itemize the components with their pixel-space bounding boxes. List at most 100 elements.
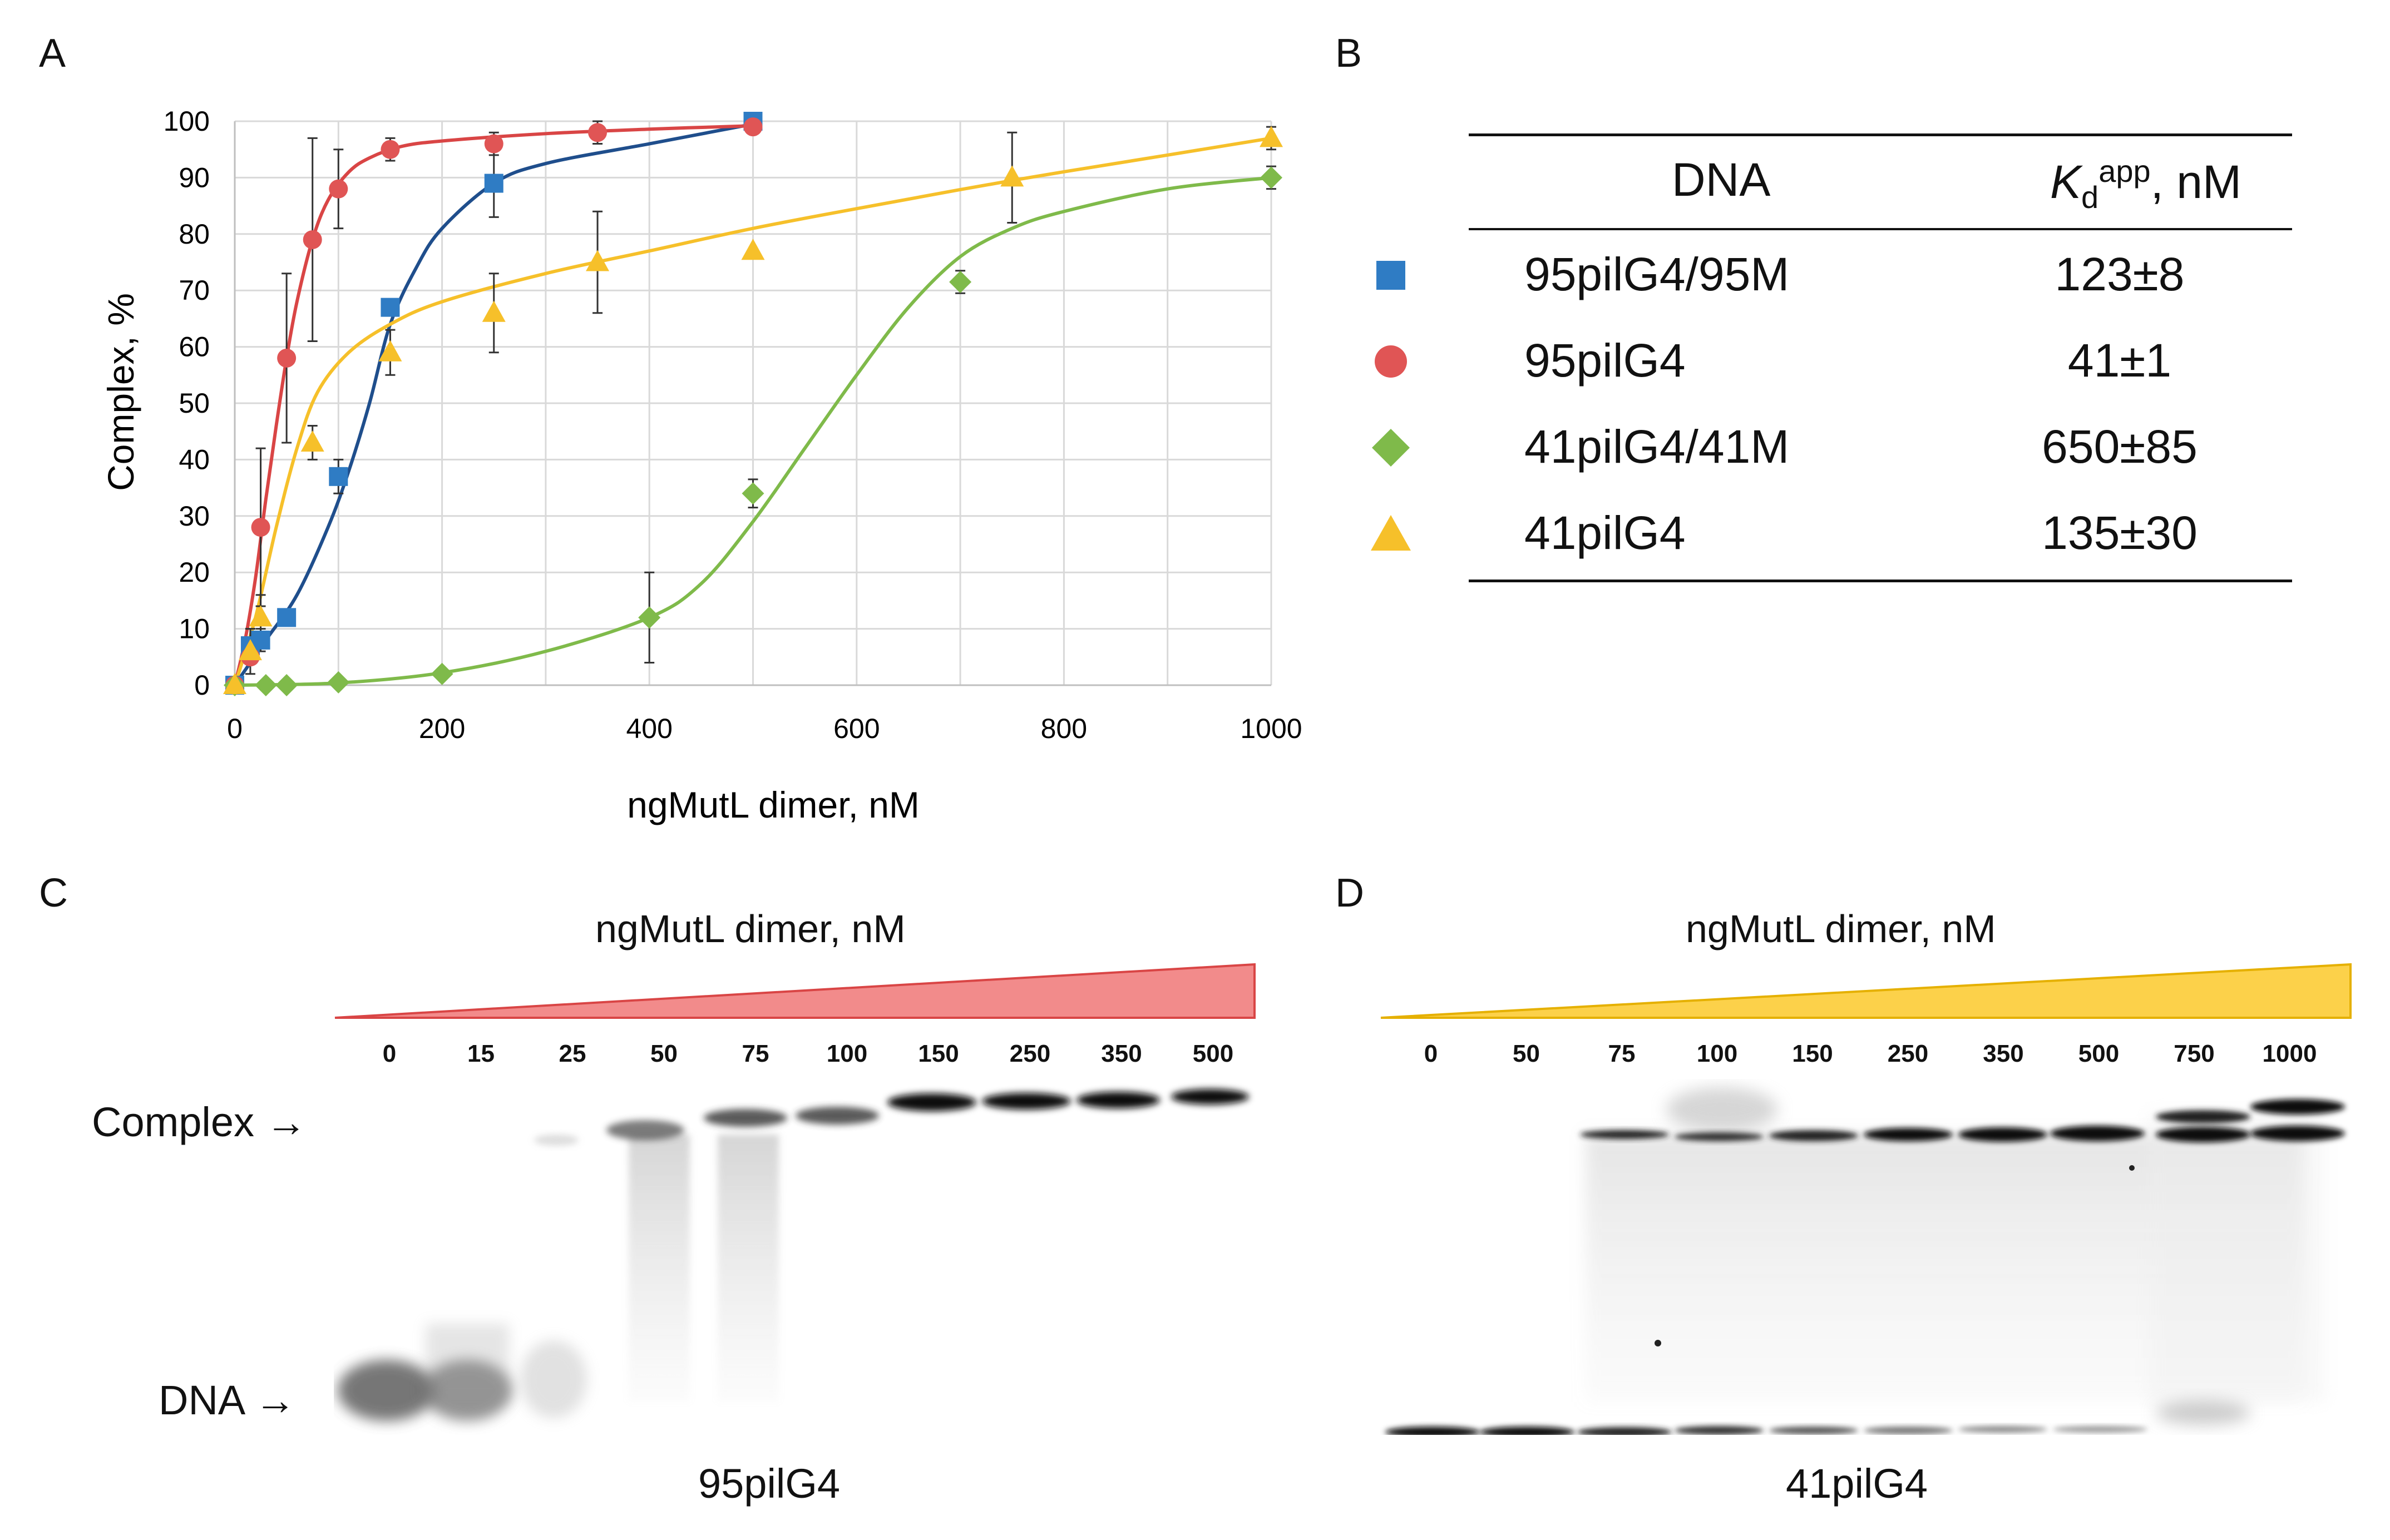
gel-d-lane-label: 750 (2174, 1040, 2215, 1067)
data-point-95pilg4-95m (251, 630, 270, 650)
kd-superscript: app (2098, 153, 2151, 189)
square-marker-icon (1369, 253, 1413, 298)
y-tick-label: 40 (179, 444, 210, 475)
table-header-rule (1469, 228, 2292, 230)
y-axis-title: Complex, % (100, 293, 141, 491)
data-point-41pilg4 (1260, 126, 1283, 147)
data-point-95pilg4-95m (329, 467, 348, 486)
data-point-95pilg4 (588, 123, 608, 142)
data-point-41pilg4 (741, 239, 765, 260)
dna-name: 41pilG4/41M (1524, 420, 1790, 473)
data-point-41pilg4 (223, 673, 246, 694)
kd-value: 135±30 (2042, 507, 2198, 559)
data-point-41pilg4-41m (431, 662, 453, 685)
data-point-41pilg4 (482, 300, 506, 322)
gel-d-lane-label: 250 (1887, 1040, 1929, 1067)
triangle-marker-icon (1369, 512, 1413, 556)
dna-label: DNA → (159, 1377, 296, 1423)
data-point-41pilg4-41m (638, 606, 661, 629)
fit-line-41pilg4-41m (234, 176, 1272, 687)
gel-c-concentration-wedge (334, 963, 1256, 1019)
x-tick-label: 600 (833, 713, 880, 744)
data-point-95pilg4-95m (484, 174, 503, 193)
panel-label-c: C (39, 871, 68, 915)
table-row: 95pilG4 41±1 (1369, 323, 2292, 400)
kd-value: 650±85 (2042, 420, 2198, 473)
y-tick-label: 70 (179, 275, 210, 306)
gel-d-lane-label: 100 (1696, 1040, 1738, 1067)
data-point-95pilg4 (329, 179, 348, 199)
data-point-41pilg4-41m (742, 482, 764, 505)
table-top-rule (1469, 133, 2292, 136)
y-tick-label: 90 (179, 162, 210, 193)
dna-name: 41pilG4 (1524, 507, 1686, 559)
gel-c-lane-label: 25 (559, 1040, 586, 1067)
complex-label: Complex → (92, 1099, 307, 1145)
data-point-95pilg4-95m (381, 298, 400, 317)
table-bottom-rule (1469, 580, 2292, 582)
data-point-95pilg4 (277, 348, 297, 368)
y-tick-label: 30 (179, 501, 210, 532)
data-point-95pilg4 (743, 117, 763, 137)
data-point-41pilg4 (586, 250, 610, 271)
data-point-41pilg4 (238, 639, 262, 661)
gel-c-lane-label: 500 (1192, 1040, 1234, 1067)
data-point-95pilg4 (381, 140, 400, 159)
y-tick-label: 50 (179, 388, 210, 419)
gel-c-lane-label: 15 (467, 1040, 495, 1067)
gel-d-lane-label: 50 (1513, 1040, 1540, 1067)
y-tick-label: 20 (179, 557, 210, 588)
data-point-95pilg4 (251, 518, 270, 537)
circle-marker-icon (1369, 339, 1413, 384)
table-header-kd: Kdapp, nM (2050, 153, 2241, 215)
gel-c-lane-label: 100 (826, 1040, 868, 1067)
gel-d-lane-label: 0 (1424, 1040, 1438, 1067)
gel-c-lane-label: 150 (918, 1040, 959, 1067)
x-tick-label: 400 (626, 713, 672, 744)
kd-unit: , nM (2150, 156, 2241, 208)
x-tick-label: 1000 (1240, 713, 1302, 744)
data-point-95pilg4-95m (277, 608, 297, 627)
data-point-41pilg4-41m (254, 674, 277, 696)
gel-d-lane-label: 1000 (2262, 1040, 2317, 1067)
kd-value: 41±1 (2067, 334, 2172, 387)
data-point-41pilg4 (300, 430, 324, 452)
gel-c-lane-label: 250 (1009, 1040, 1051, 1067)
gel-c-title: ngMutL dimer, nM (595, 907, 906, 950)
y-tick-label: 0 (194, 670, 210, 701)
fit-line-95pilg4-95m (233, 122, 754, 686)
x-tick-label: 800 (1041, 713, 1087, 744)
gel-d-name: 41pilG4 (1786, 1460, 1928, 1507)
gel-d-concentration-wedge (1380, 963, 2352, 1019)
gel-d-lane-label: 350 (1983, 1040, 2024, 1067)
data-point-41pilg4-41m (1260, 166, 1282, 189)
data-point-41pilg4-41m (275, 674, 298, 696)
data-point-95pilg4 (484, 134, 503, 153)
gel-d-title: ngMutL dimer, nM (1686, 907, 1996, 950)
gel-d-lane-label: 150 (1792, 1040, 1833, 1067)
y-tick-label: 100 (164, 106, 210, 137)
table-row: 41pilG4/41M 650±85 (1369, 409, 2292, 487)
data-point-41pilg4 (378, 340, 402, 362)
y-tick-label: 80 (179, 219, 210, 250)
panel-label-d: D (1335, 871, 1364, 915)
x-tick-label: 200 (419, 713, 465, 744)
gel-c-lane-label: 350 (1101, 1040, 1142, 1067)
data-point-41pilg4-41m (949, 270, 972, 293)
dna-name: 95pilG4/95M (1524, 248, 1790, 300)
gel-d-lane-label: 75 (1608, 1040, 1636, 1067)
gel-d-image (1385, 1087, 2345, 1435)
kd-symbol: K (2050, 156, 2082, 208)
dna-name: 95pilG4 (1524, 334, 1686, 387)
data-point-41pilg4 (249, 605, 273, 627)
gel-c-image (338, 1089, 1249, 1421)
table-row: 95pilG4/95M 123±8 (1369, 236, 2292, 314)
x-axis-title: ngMutL dimer, nM (627, 784, 920, 825)
y-tick-label: 60 (179, 331, 210, 363)
gel-c-lane-label: 75 (742, 1040, 769, 1067)
diamond-marker-icon (1369, 425, 1413, 470)
x-tick-label: 0 (227, 713, 243, 744)
kd-subscript: d (2081, 179, 2099, 215)
data-point-41pilg4-41m (327, 671, 350, 694)
